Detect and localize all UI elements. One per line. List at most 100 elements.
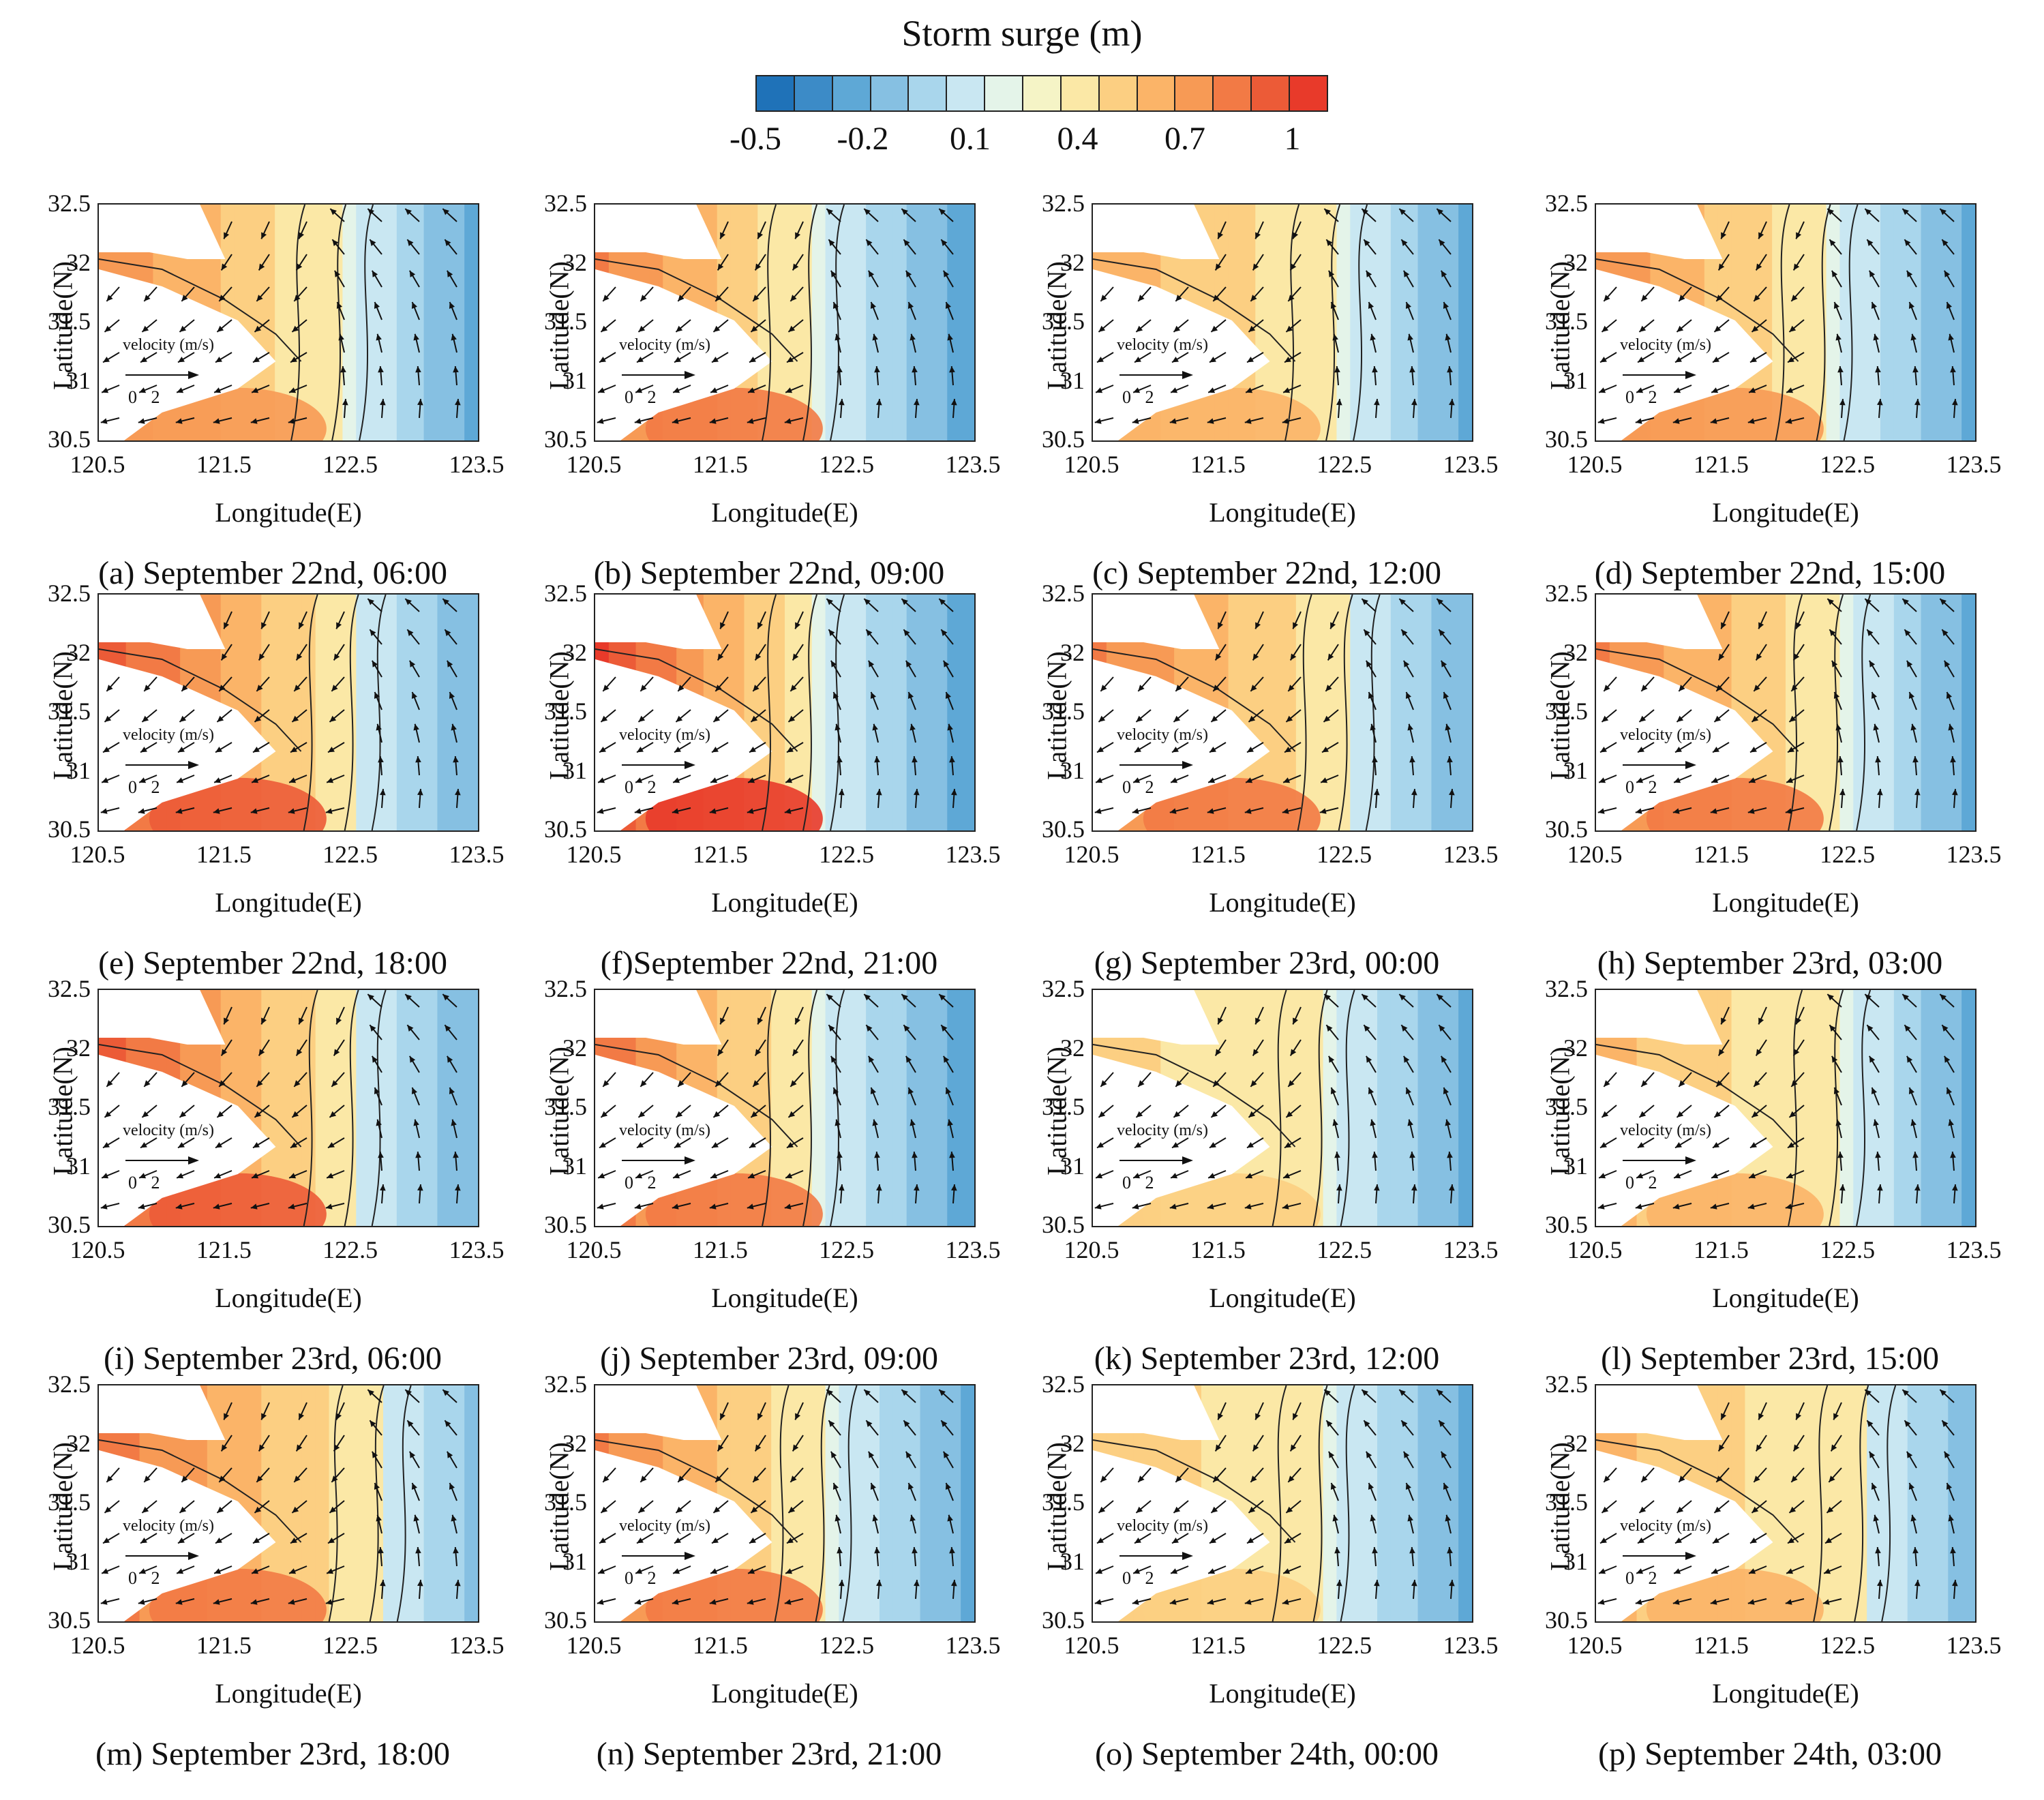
velocity-arrow-head bbox=[370, 1025, 376, 1032]
velocity-arrow-head bbox=[1946, 691, 1953, 699]
velocity-arrow-head bbox=[292, 715, 299, 722]
y-tick-label: 30.5 bbox=[1042, 815, 1085, 843]
velocity-arrow-head bbox=[181, 1080, 188, 1087]
x-tick-label: 120.5 bbox=[1567, 451, 1623, 478]
surge-field bbox=[99, 205, 478, 440]
velocity-arrow-head bbox=[1599, 387, 1606, 393]
surge-band bbox=[811, 1385, 826, 1621]
velocity-legend-label: velocity (m/s) bbox=[1117, 336, 1208, 354]
velocity-legend-label: velocity (m/s) bbox=[123, 1122, 214, 1139]
velocity-arrow-head bbox=[102, 777, 109, 783]
velocity-arrow-head bbox=[1411, 1580, 1417, 1587]
velocity-arrow-head bbox=[1718, 263, 1725, 271]
velocity-arrow-head bbox=[1215, 1049, 1222, 1056]
velocity-arrow-head bbox=[788, 325, 796, 332]
surge-band bbox=[410, 990, 425, 1226]
velocity-arrow-head bbox=[1437, 599, 1443, 605]
velocity-arrow-head bbox=[1321, 777, 1328, 783]
velocity-arrow-head bbox=[1439, 239, 1445, 246]
velocity-arrow-head bbox=[1877, 789, 1883, 796]
velocity-scale-arrow bbox=[622, 1552, 695, 1560]
colorbar-segment bbox=[1023, 76, 1062, 110]
surge-band bbox=[866, 1385, 880, 1621]
colorbar-segment bbox=[794, 76, 833, 110]
velocity-arrow-head bbox=[1332, 1514, 1338, 1522]
velocity-arrow-head bbox=[328, 1142, 335, 1148]
surge-band bbox=[1364, 205, 1378, 440]
velocity-arrow-head bbox=[1134, 1537, 1141, 1544]
velocity-arrow-head bbox=[338, 333, 344, 341]
velocity-arrow-head bbox=[256, 685, 263, 691]
velocity-arrow-head bbox=[102, 1173, 109, 1179]
velocity-arrow-head bbox=[413, 333, 419, 341]
surge-contour bbox=[1788, 595, 1803, 830]
y-tick-label: 30.5 bbox=[48, 1606, 91, 1634]
velocity-arrow-head bbox=[787, 1537, 794, 1544]
velocity-arrow-head bbox=[325, 1203, 333, 1210]
velocity-arrow-head bbox=[328, 1537, 335, 1544]
velocity-arrow-head bbox=[1328, 1055, 1335, 1063]
surge-band bbox=[1962, 1385, 1975, 1621]
velocity-arrow-head bbox=[826, 1390, 833, 1396]
velocity-arrow-head bbox=[1364, 1025, 1370, 1032]
velocity-arrow-head bbox=[1786, 387, 1794, 393]
velocity-arrow-head bbox=[1786, 777, 1794, 783]
velocity-arrow-head bbox=[709, 808, 717, 814]
velocity-arrow-head bbox=[673, 1568, 680, 1574]
y-axis-label: Latitude(N) bbox=[47, 1442, 78, 1571]
velocity-arrow-head bbox=[951, 399, 957, 406]
velocity-arrow-head bbox=[864, 599, 871, 605]
surge-contour bbox=[1813, 1385, 1829, 1621]
velocity-arrow-head bbox=[1869, 1055, 1876, 1063]
velocity-arrow-head bbox=[1213, 1475, 1220, 1482]
surge-band bbox=[1458, 595, 1472, 830]
velocity-arrow-head bbox=[717, 653, 724, 661]
velocity-arrow-head bbox=[213, 418, 220, 424]
velocity-arrow-head bbox=[1789, 715, 1797, 722]
velocity-arrow-head bbox=[1447, 756, 1453, 763]
x-axis-label: Longitude(E) bbox=[1209, 1282, 1356, 1313]
surge-band bbox=[1758, 990, 1773, 1226]
velocity-arrow-head bbox=[294, 685, 301, 691]
surge-band bbox=[464, 1385, 478, 1621]
velocity-arrow-head bbox=[296, 1049, 303, 1056]
surge-band bbox=[261, 1385, 276, 1621]
x-axis-label: Longitude(E) bbox=[215, 1282, 362, 1313]
velocity-arrow-head bbox=[874, 366, 880, 373]
velocity-arrow-head bbox=[1718, 1049, 1725, 1056]
velocity-arrow-head bbox=[221, 653, 228, 661]
panel-caption: (c) September 22nd, 12:00 bbox=[1092, 555, 1441, 591]
surge-band bbox=[288, 595, 303, 830]
y-axis-label: Latitude(N) bbox=[543, 1442, 575, 1571]
velocity-arrow-head bbox=[1758, 1413, 1764, 1420]
y-tick-label: 32 bbox=[66, 248, 91, 276]
colorbar-title: Storm surge (m) bbox=[901, 13, 1143, 54]
velocity-legend-label: velocity (m/s) bbox=[1117, 726, 1208, 744]
velocity-arrow-head bbox=[949, 1547, 955, 1554]
velocity-arrow-head bbox=[224, 622, 230, 629]
velocity-legend-label: velocity (m/s) bbox=[619, 726, 710, 744]
velocity-arrow-head bbox=[1721, 232, 1727, 239]
x-tick-label: 123.5 bbox=[449, 841, 505, 868]
surge-band bbox=[1786, 205, 1800, 440]
x-tick-label: 120.5 bbox=[1064, 1236, 1119, 1263]
velocity-arrow-head bbox=[1370, 333, 1376, 341]
velocity-arrow-head bbox=[1793, 1444, 1800, 1452]
velocity-arrow-head bbox=[331, 1475, 338, 1482]
velocity-arrow-head bbox=[785, 1173, 793, 1179]
estuary-outline bbox=[595, 648, 798, 752]
velocity-arrow-head bbox=[1839, 789, 1846, 796]
velocity-arrow-head bbox=[1283, 1568, 1291, 1574]
velocity-arrow-head bbox=[1405, 691, 1412, 699]
velocity-arrow-head bbox=[178, 1537, 185, 1544]
velocity-arrow-head bbox=[340, 366, 346, 373]
surge-band bbox=[396, 205, 411, 440]
velocity-arrow-head bbox=[336, 1017, 342, 1025]
x-tick-label: 122.5 bbox=[1317, 451, 1372, 478]
velocity-arrow-head bbox=[1713, 747, 1719, 753]
land-south bbox=[595, 1450, 772, 1621]
velocity-arrow-head bbox=[374, 1087, 380, 1094]
velocity-arrow-head bbox=[1374, 789, 1380, 796]
surge-band bbox=[329, 990, 344, 1226]
surge-band bbox=[1309, 1385, 1324, 1621]
